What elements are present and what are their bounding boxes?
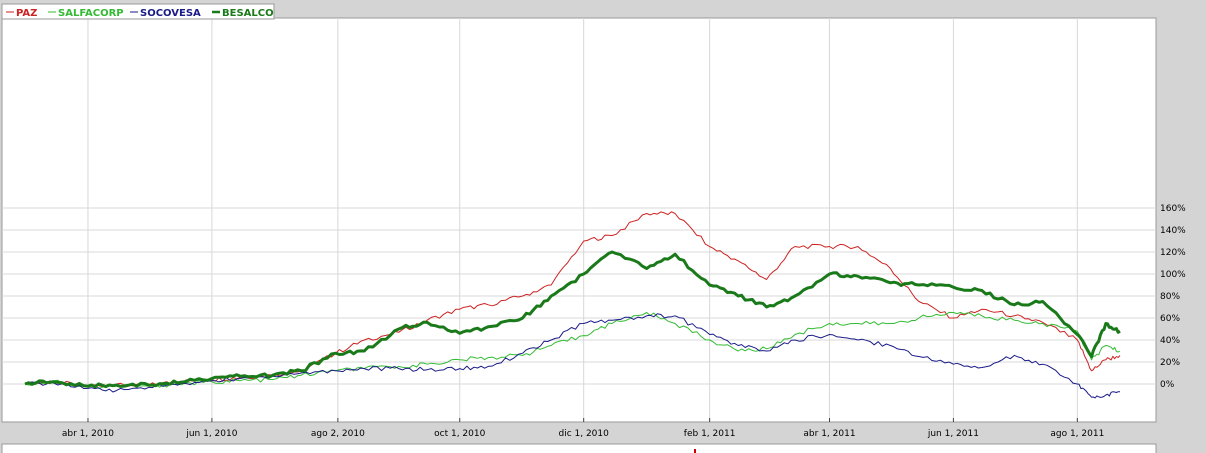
x-tick-label: ago 2, 2010 bbox=[311, 429, 365, 439]
x-tick-label: abr 1, 2011 bbox=[803, 429, 855, 439]
y-tick-label: 0% bbox=[1160, 380, 1175, 390]
y-tick-label: 140% bbox=[1160, 226, 1186, 236]
y-tick-label: 100% bbox=[1160, 270, 1186, 280]
x-tick-label: oct 1, 2010 bbox=[434, 429, 485, 439]
x-tick-label: feb 1, 2011 bbox=[684, 429, 736, 439]
series-line-paz bbox=[24, 211, 1121, 388]
plot-area bbox=[1, 17, 1157, 423]
series-line-salfacorp bbox=[24, 311, 1121, 389]
y-tick-label: 40% bbox=[1160, 336, 1180, 346]
x-tick-label: abr 1, 2010 bbox=[62, 429, 114, 439]
legend-label-socovesa: SOCOVESA bbox=[140, 8, 201, 19]
series-lines bbox=[24, 211, 1121, 399]
y-axis: 0% 20% 40% 60% 80% 100% 120% 140% 160% bbox=[1160, 204, 1186, 390]
x-tick-label: jun 1, 2011 bbox=[927, 429, 979, 439]
x-tick-label: dic 1, 2010 bbox=[558, 429, 609, 439]
y-tick-label: 60% bbox=[1160, 314, 1180, 324]
series-line-besalco bbox=[24, 250, 1121, 389]
legend-label-salfacorp: SALFACORP bbox=[58, 8, 124, 19]
legend: PAZ SALFACORP SOCOVESA BESALCO bbox=[1, 3, 275, 20]
y-tick-label: 80% bbox=[1160, 292, 1180, 302]
x-tick-label: ago 1, 2011 bbox=[1050, 429, 1104, 439]
y-tick-label: 120% bbox=[1160, 248, 1186, 258]
legend-label-besalco: BESALCO bbox=[222, 8, 274, 19]
series-line-socovesa bbox=[24, 313, 1120, 399]
y-tick-label: 160% bbox=[1160, 204, 1186, 214]
x-tick-label: jun 1, 2010 bbox=[185, 429, 237, 439]
x-axis: abr 1, 2010 jun 1, 2010 ago 2, 2010 oct 1, … bbox=[62, 418, 1104, 439]
scroll-panel[interactable] bbox=[1, 443, 1157, 453]
legend-label-paz: PAZ bbox=[16, 8, 37, 19]
grid bbox=[2, 18, 1156, 422]
y-tick-label: 20% bbox=[1160, 358, 1180, 368]
